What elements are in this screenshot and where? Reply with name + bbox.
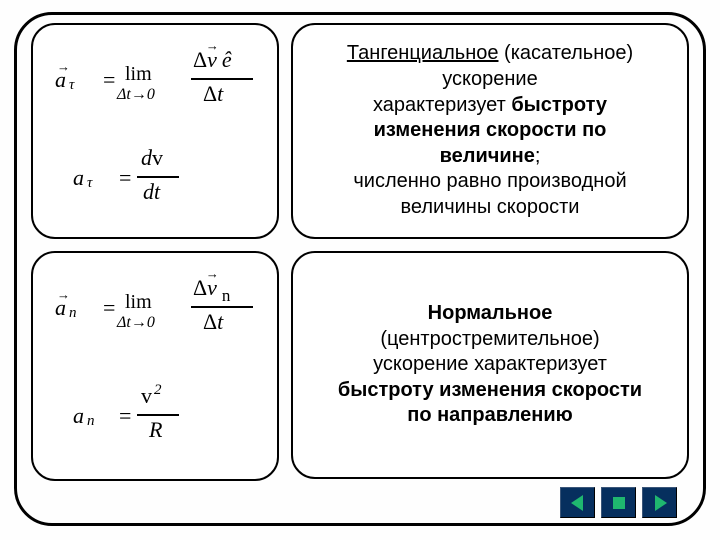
square-icon [609, 493, 629, 513]
normal-text-panel: Нормальное (центростремительное) ускорен… [291, 251, 689, 479]
tangential-description: Тангенциальное (касательное) ускорение х… [301, 41, 679, 220]
nav-home-button[interactable] [601, 487, 636, 518]
nav-back-button[interactable] [560, 487, 595, 518]
nav-forward-button[interactable] [642, 487, 677, 518]
triangle-left-icon [568, 493, 588, 513]
normal-description: Нормальное (центростремительное) ускорен… [301, 301, 679, 429]
tangential-formula-panel: → a τ = lim Δt→0 Δv→ê ΔΔtt a τ = dv dt [31, 23, 279, 239]
slide-frame: → a τ = lim Δt→0 Δv→ê ΔΔtt a τ = dv dt Т… [14, 12, 706, 526]
tangential-text-panel: Тангенциальное (касательное) ускорение х… [291, 23, 689, 239]
triangle-right-icon [650, 493, 670, 513]
nav-button-group [560, 487, 677, 518]
normal-formula-panel: → a n = lim Δt→0 Δv→n Δt a n = v2 R [31, 251, 279, 481]
